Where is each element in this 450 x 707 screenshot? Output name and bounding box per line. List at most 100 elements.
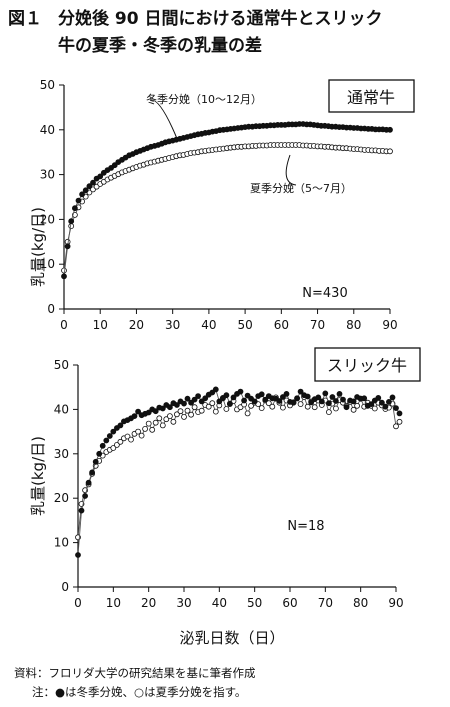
point-summer	[128, 436, 134, 443]
title-text-1: 分娩後 90 日間における通常牛とスリック	[58, 9, 383, 29]
point-winter	[86, 183, 93, 190]
y-tick-label: 0	[61, 580, 69, 594]
point-summer	[258, 405, 265, 411]
point-winter	[145, 409, 152, 416]
point-summer	[387, 148, 393, 155]
point-summer	[110, 445, 117, 451]
point-winter	[106, 433, 113, 439]
x-tick-label: 20	[129, 318, 144, 332]
figure-number: 図１	[8, 9, 42, 29]
point-summer	[170, 418, 177, 425]
x-tick-label: 50	[247, 596, 262, 610]
y-tick-label: 30	[40, 168, 55, 182]
x-tick-label: 50	[237, 318, 252, 332]
panel-label-box	[328, 79, 415, 113]
point-winter	[237, 388, 244, 395]
point-winter	[389, 394, 396, 401]
point-winter	[262, 396, 269, 403]
point-summer	[371, 405, 378, 412]
x-tick-label: 20	[141, 596, 156, 610]
note-text: 注：●は冬季分娩、○は夏季分娩を指す。	[32, 685, 247, 699]
point-winter	[152, 408, 159, 415]
panel-label-box	[314, 347, 421, 382]
point-summer	[124, 433, 131, 440]
point-winter	[79, 191, 85, 198]
y-tick-label: 50	[40, 78, 55, 92]
point-summer	[114, 442, 120, 448]
y-tick-label: 0	[47, 302, 55, 316]
point-summer	[156, 415, 163, 422]
point-winter	[188, 399, 195, 406]
point-winter	[350, 398, 357, 405]
point-winter	[361, 395, 368, 402]
point-winter	[99, 442, 106, 449]
point-summer	[212, 408, 219, 415]
y-tick-label: 40	[40, 123, 55, 137]
y-tick-label: 10	[54, 536, 69, 550]
point-winter	[230, 394, 237, 401]
point-winter	[304, 393, 311, 400]
point-summer	[248, 402, 255, 409]
point-winter	[103, 437, 110, 444]
point-winter	[290, 399, 297, 406]
point-summer	[163, 416, 170, 423]
point-summer	[188, 411, 195, 418]
point-winter	[64, 243, 71, 250]
point-summer	[269, 403, 276, 410]
point-winter	[78, 507, 85, 514]
x-tick-label: 10	[93, 318, 108, 332]
point-winter	[276, 398, 283, 404]
point-winter	[294, 395, 301, 402]
y-tick-label: 10	[40, 257, 55, 271]
x-tick-label: 0	[60, 318, 68, 332]
plot-area: 0 10 20 30 40 50 0 10 20 30 40 50 60 70 80 90	[54, 358, 404, 610]
point-winter	[322, 390, 329, 397]
point-summer	[297, 401, 304, 407]
plot-area: 0 10 20 30 40 50 0 10 20 30 40 50 60 70 80 90	[40, 78, 398, 332]
point-winter	[279, 394, 286, 400]
point-winter	[283, 391, 290, 397]
point-summer	[354, 402, 361, 409]
point-winter	[117, 422, 124, 429]
series-label-winter: 冬季分娩（10～12月）	[146, 92, 262, 106]
point-winter	[378, 399, 385, 406]
point-winter	[226, 400, 233, 407]
point-winter	[198, 398, 205, 405]
point-summer	[223, 406, 230, 412]
y-tick-label: 20	[40, 212, 55, 226]
point-summer	[396, 418, 403, 425]
point-winter	[336, 391, 343, 397]
series-line-winter	[77, 388, 400, 556]
point-summer	[152, 419, 159, 426]
series-label-summer: 夏季分娩（5～7月）	[250, 181, 352, 195]
point-winter	[61, 273, 67, 280]
x-axis-title: 泌乳日数（日）	[179, 629, 284, 647]
y-tick-label: 20	[54, 491, 69, 505]
point-winter	[195, 393, 202, 399]
point-winter	[110, 428, 117, 435]
point-winter	[340, 396, 346, 403]
point-summer	[166, 413, 173, 419]
point-winter	[297, 388, 304, 395]
y-tick-label: 30	[54, 447, 69, 461]
chart-panel-normal: 乳量(kg/日) 通常牛 N=430 冬季分娩（10～12月） 夏季分娩（5～7…	[29, 78, 415, 332]
point-winter	[173, 402, 180, 408]
point-winter	[131, 413, 138, 419]
point-summer	[142, 426, 149, 432]
point-winter	[382, 403, 389, 410]
point-summer	[181, 414, 187, 420]
point-summer	[191, 404, 198, 411]
point-winter	[89, 469, 95, 476]
point-winter	[68, 218, 75, 225]
title-line-2: 牛の夏季・冬季の乳量の差	[58, 36, 262, 56]
point-summer	[325, 409, 332, 415]
x-tick-label: 90	[388, 596, 403, 610]
x-tick-label: 40	[201, 318, 216, 332]
point-summer	[135, 428, 142, 435]
point-winter	[318, 398, 325, 405]
callout-line-summer	[285, 154, 297, 186]
point-summer	[145, 420, 152, 427]
point-winter	[241, 397, 248, 404]
callout-line-winter	[149, 99, 179, 142]
source-text: 資料：フロリダ大学の研究結果を基に筆者作成	[14, 666, 256, 680]
